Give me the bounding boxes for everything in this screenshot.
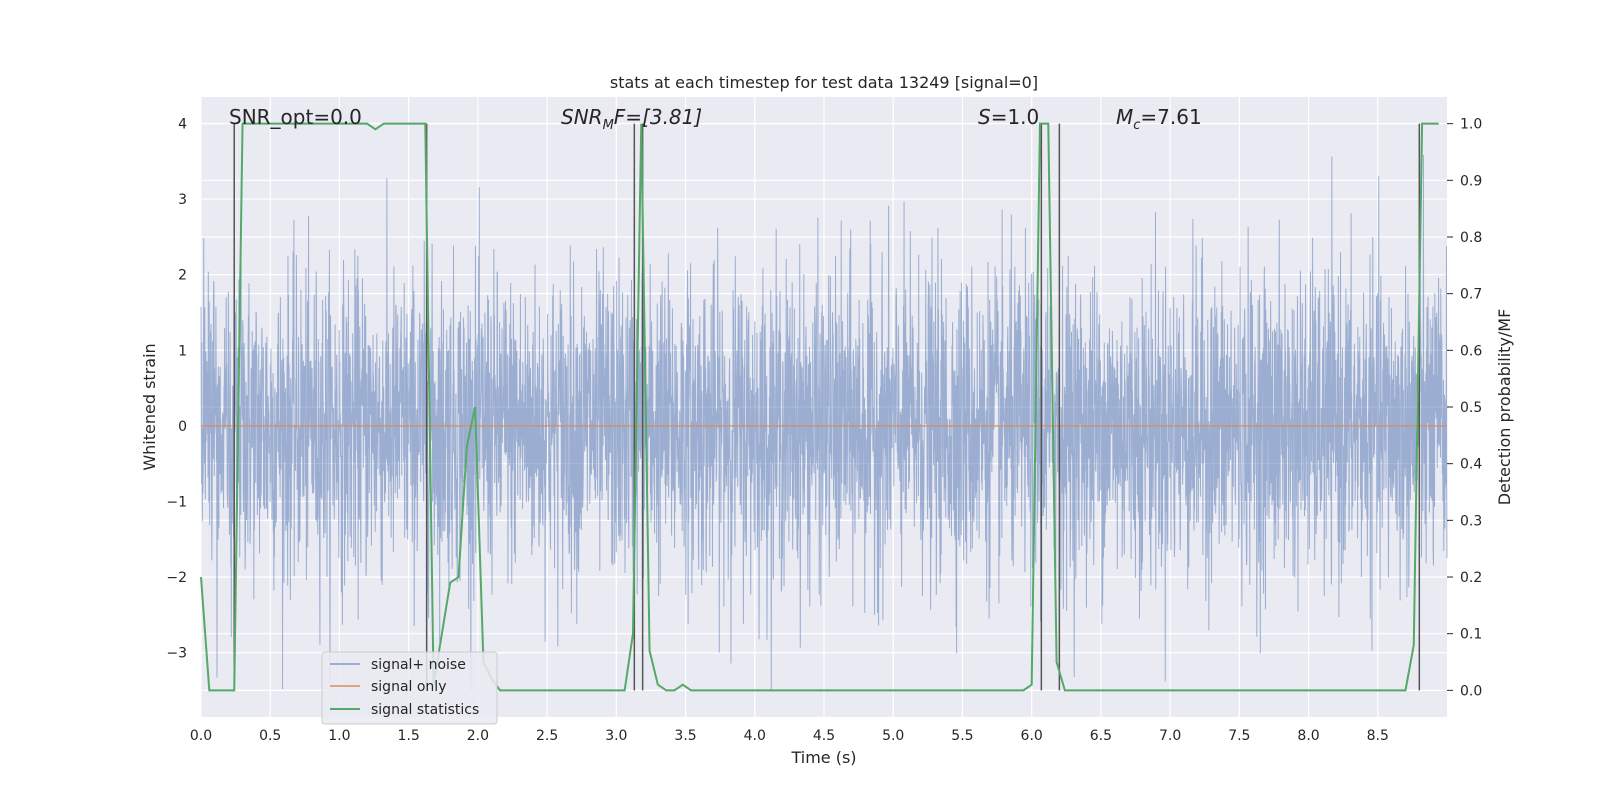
y-tick-label: −1 [166, 495, 187, 511]
y2-tick-label: 0.8 [1460, 230, 1482, 246]
y2-tick-label: 0.6 [1460, 343, 1482, 359]
x-tick-label: 2.0 [467, 728, 489, 744]
x-tick-label: 7.5 [1228, 728, 1250, 744]
y-tick-label: 3 [178, 192, 187, 208]
x-tick-label: 5.0 [882, 728, 904, 744]
y2-axis-title: Detection probability/MF [1495, 309, 1514, 506]
y-tick-label: −2 [166, 570, 187, 586]
noise-trace [200, 154, 1448, 691]
x-tick-label: 1.0 [328, 728, 350, 744]
x-tick-label: 6.0 [1021, 728, 1043, 744]
snr-opt-annotation: SNR_opt=0.0 [229, 105, 362, 129]
y-tick-label: −3 [166, 646, 187, 662]
x-tick-label: 5.5 [951, 728, 973, 744]
y2-tick-label: 0.1 [1460, 627, 1482, 643]
x-tick-label: 8.0 [1297, 728, 1319, 744]
s-annotation: S=1.0 [978, 105, 1039, 129]
y2-tick-label: 1.0 [1460, 117, 1482, 133]
mc-annotation: Mc=7.61 [1116, 105, 1202, 133]
x-tick-label: 6.5 [1090, 728, 1112, 744]
legend-box [321, 651, 498, 725]
series-signal-noise [200, 154, 1448, 691]
x-tick-label: 0.5 [259, 728, 281, 744]
legend-label-noise: signal+ noise [371, 657, 466, 673]
x-tick-label: 1.5 [398, 728, 420, 744]
y2-tick-label: 0.9 [1460, 173, 1482, 189]
legend-label-signal: signal only [371, 679, 446, 695]
y-tick-label: 4 [178, 116, 187, 132]
y2-tick-label: 0.7 [1460, 287, 1482, 303]
x-tick-label: 3.5 [674, 728, 696, 744]
x-axis-title: Time (s) [790, 748, 856, 767]
x-tick-label: 8.5 [1367, 728, 1389, 744]
x-tick-label: 4.0 [744, 728, 766, 744]
y2-tick-label: 0.0 [1460, 683, 1482, 699]
y-tick-label: 0 [178, 419, 187, 435]
x-tick-label: 4.5 [813, 728, 835, 744]
legend-label-stats: signal statistics [371, 702, 479, 718]
x-tick-labels: 0.0 0.5 1.0 1.5 2.0 2.5 3.0 3.5 4.0 4.5 5.0 5.5 6.0 6… [190, 728, 1389, 744]
chart-title: stats at each timestep for test data 132… [610, 73, 1038, 92]
x-tick-label: 0.0 [190, 728, 212, 744]
y-tick-labels: 4 3 2 1 0 −1 −2 −3 [166, 116, 187, 661]
y-axis-title: Whitened strain [140, 343, 159, 470]
series-signal-statistics [200, 122, 1439, 692]
y2-tick-label: 0.2 [1460, 570, 1482, 586]
x-tick-label: 7.0 [1159, 728, 1181, 744]
y-tick-label: 2 [178, 268, 187, 284]
y2-tick-labels: 1.0 0.9 0.8 0.7 0.6 0.5 0.4 0.3 0.2 0.1 0.0 [1447, 117, 1482, 699]
y-tick-label: 1 [178, 343, 187, 359]
y2-tick-label: 0.4 [1460, 457, 1482, 473]
snr-mf-annotation: SNRMF=[3.81] [561, 105, 702, 133]
x-tick-label: 2.5 [536, 728, 558, 744]
y2-tick-label: 0.5 [1460, 400, 1482, 416]
x-tick-label: 3.0 [605, 728, 627, 744]
y2-tick-label: 0.3 [1460, 513, 1482, 529]
legend: signal+ noise signal only signal statist… [321, 651, 498, 725]
